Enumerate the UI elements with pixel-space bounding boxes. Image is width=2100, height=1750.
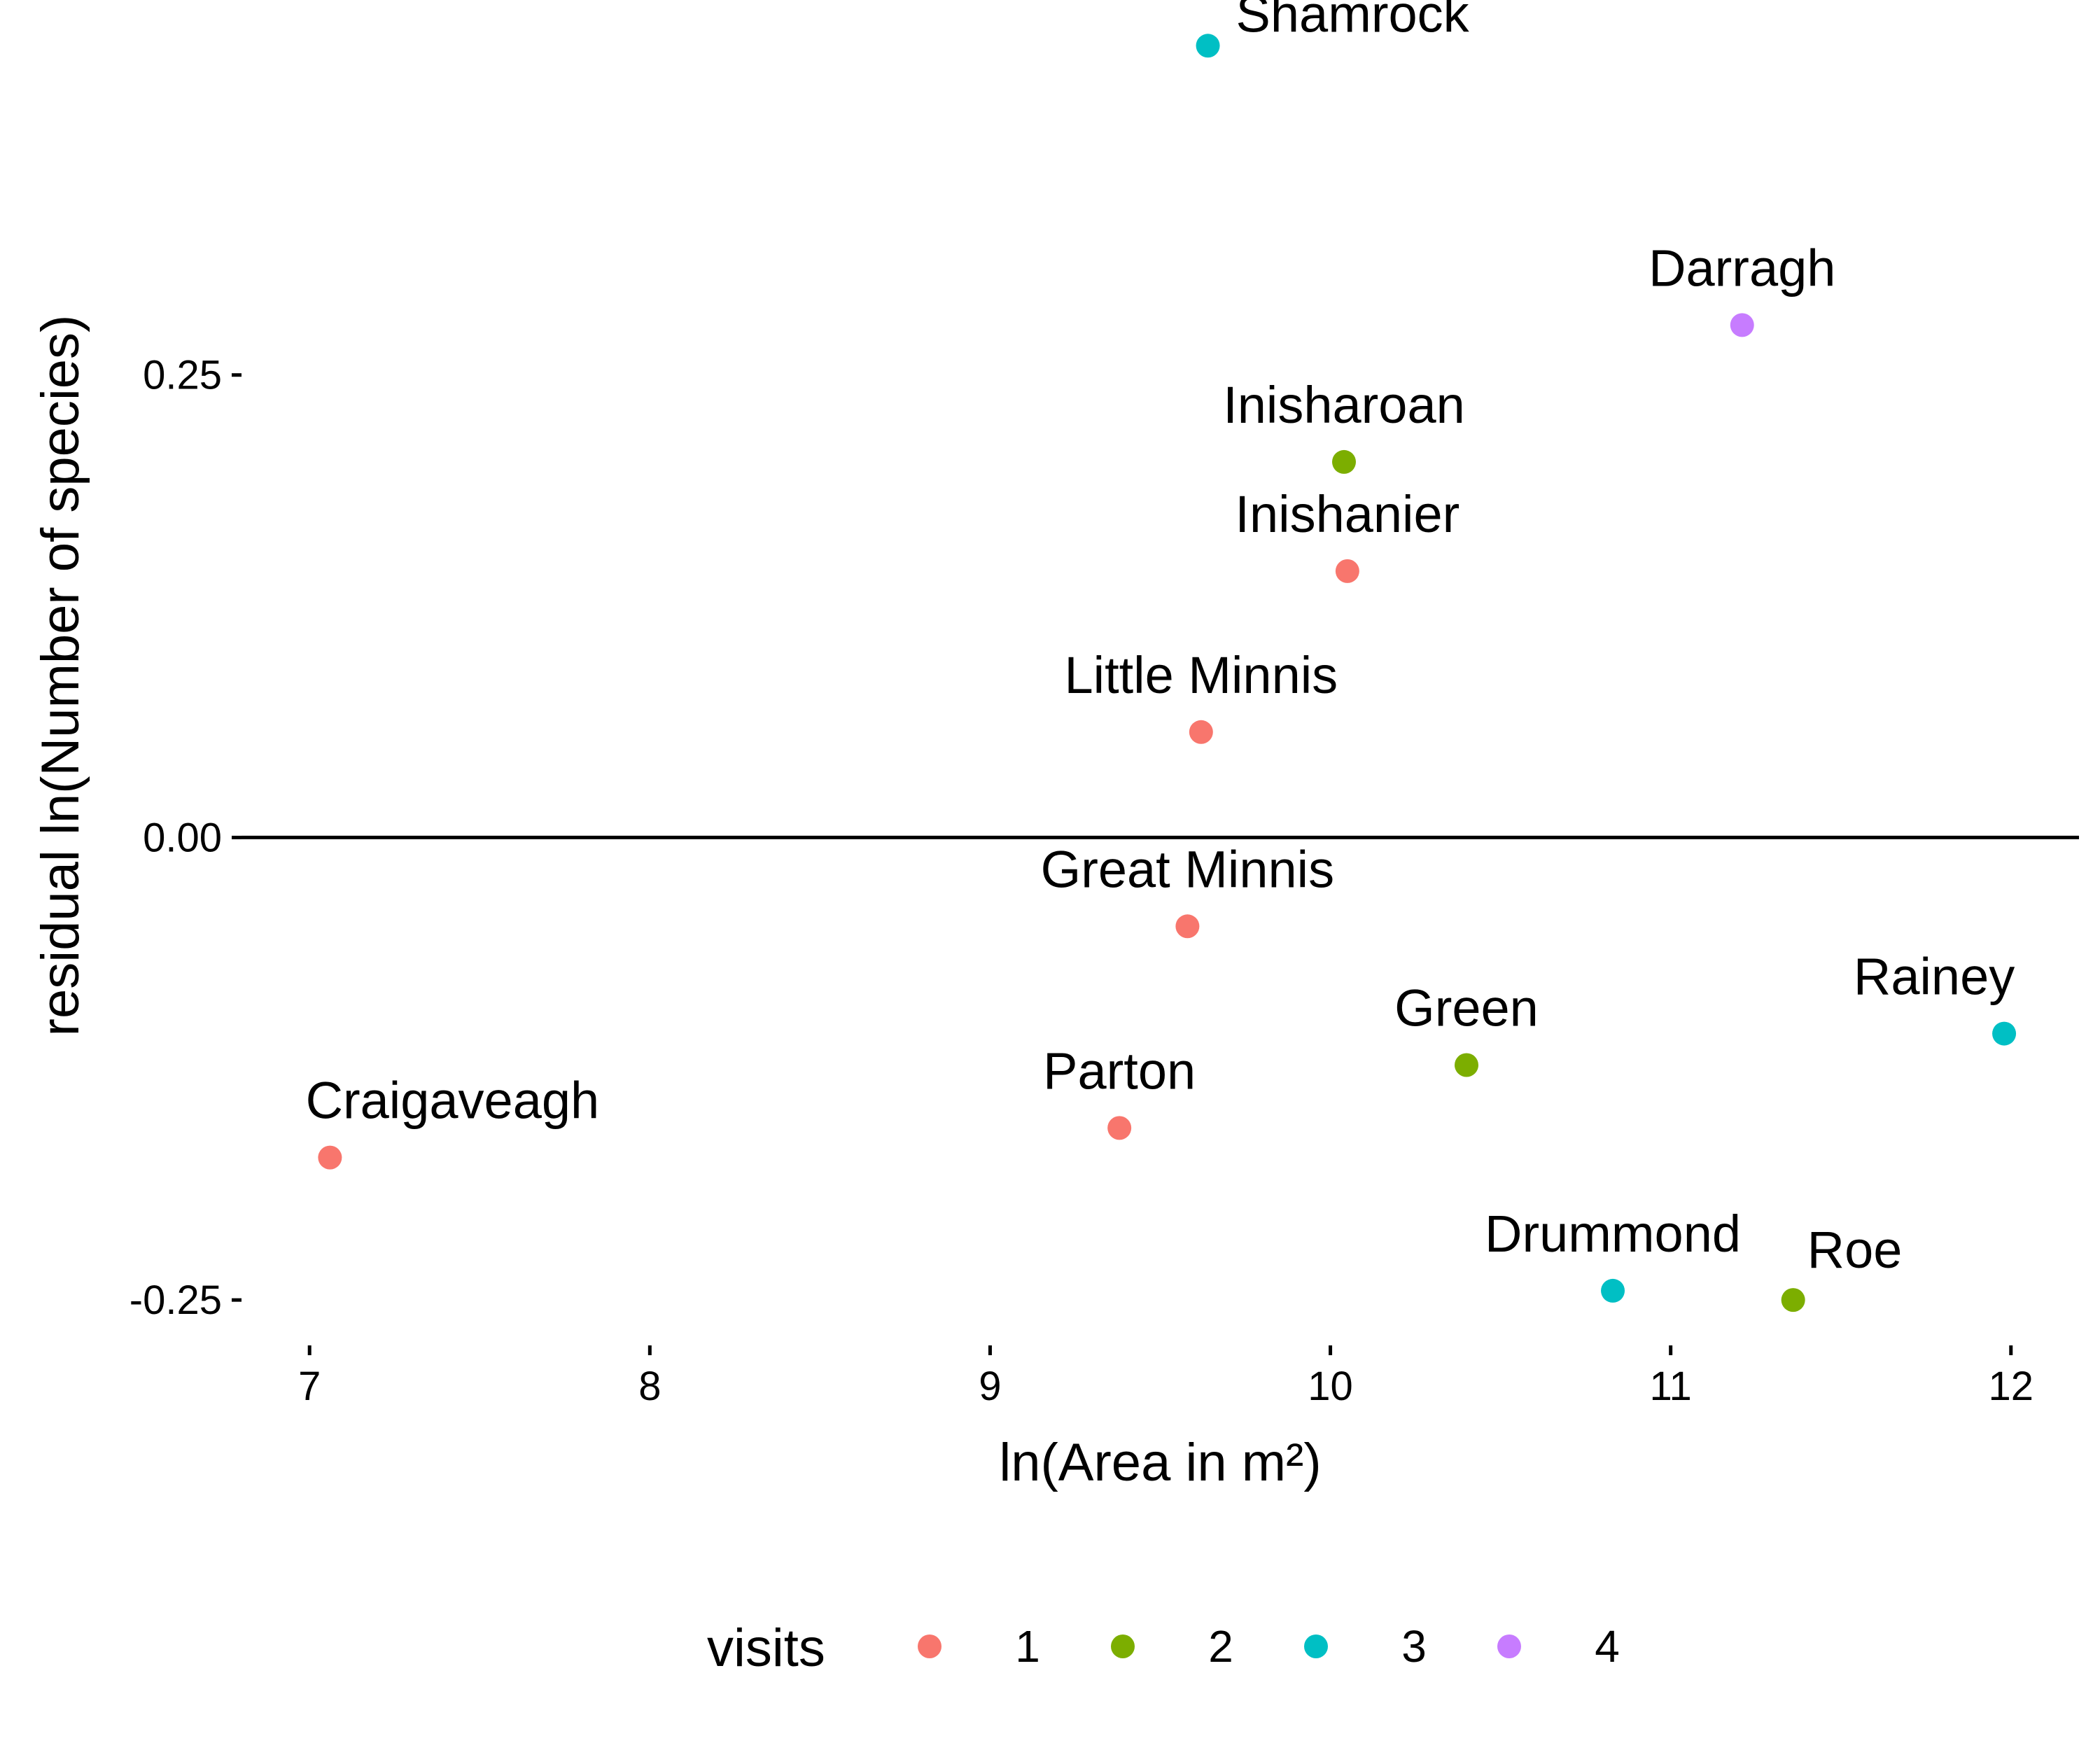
data-point xyxy=(318,1145,342,1170)
x-tick-label: 10 xyxy=(1308,1364,1353,1409)
y-tick-label: 0.25 xyxy=(143,353,222,398)
point-label: Darragh xyxy=(1648,239,1835,297)
point-label: Great Minnis xyxy=(1041,840,1334,898)
point-label: Inishanier xyxy=(1235,485,1460,543)
point-labels: Shamrock Darragh Inisharoan Inishanier Littl… xyxy=(306,0,2015,1279)
y-axis-title: residual ln(Number of species) xyxy=(31,315,90,1037)
point-label: Green xyxy=(1394,979,1539,1037)
legend-label-3: 3 xyxy=(1401,1621,1427,1672)
legend-key-1 xyxy=(918,1634,941,1658)
data-point xyxy=(1335,559,1359,583)
legend-key-3 xyxy=(1304,1634,1328,1658)
data-point xyxy=(1332,449,1356,474)
data-point xyxy=(1455,1053,1478,1077)
data-point xyxy=(1781,1288,1805,1312)
data-point xyxy=(1175,914,1200,939)
axes: 0.25 0.00 -0.25 7 8 9 10 11 12 xyxy=(130,353,2079,1409)
data-point xyxy=(1992,1021,2017,1046)
point-label: Rainey xyxy=(1854,948,2015,1006)
legend-key-4 xyxy=(1497,1634,1521,1658)
point-label: Parton xyxy=(1043,1042,1196,1100)
y-tick-label: 0.00 xyxy=(143,815,222,860)
data-point xyxy=(1107,1116,1132,1140)
data-point xyxy=(1601,1278,1625,1303)
data-point xyxy=(1730,313,1754,337)
point-label: Little Minnis xyxy=(1064,646,1338,704)
point-label: Drummond xyxy=(1485,1205,1741,1263)
point-label: Craigaveagh xyxy=(306,1072,600,1130)
legend: visits 1 2 3 4 xyxy=(707,1618,1620,1678)
y-tick-label: -0.25 xyxy=(130,1278,222,1323)
data-point xyxy=(1196,34,1220,58)
x-tick-label: 12 xyxy=(1989,1364,2034,1409)
data-points xyxy=(318,34,2017,1312)
legend-key-2 xyxy=(1111,1634,1135,1658)
point-label: Shamrock xyxy=(1236,0,1470,43)
legend-label-1: 1 xyxy=(1015,1621,1040,1672)
point-label: Inisharoan xyxy=(1223,376,1465,434)
data-point xyxy=(1189,720,1213,744)
x-tick-label: 8 xyxy=(638,1364,661,1409)
legend-title: visits xyxy=(707,1618,825,1678)
x-tick-label: 7 xyxy=(298,1364,321,1409)
legend-label-2: 2 xyxy=(1208,1621,1233,1672)
legend-label-4: 4 xyxy=(1595,1621,1620,1672)
x-tick-label: 9 xyxy=(979,1364,1001,1409)
x-axis-title: ln(Area in m²) xyxy=(999,1433,1321,1492)
x-tick-label: 11 xyxy=(1650,1364,1692,1409)
point-label: Roe xyxy=(1807,1221,1903,1279)
